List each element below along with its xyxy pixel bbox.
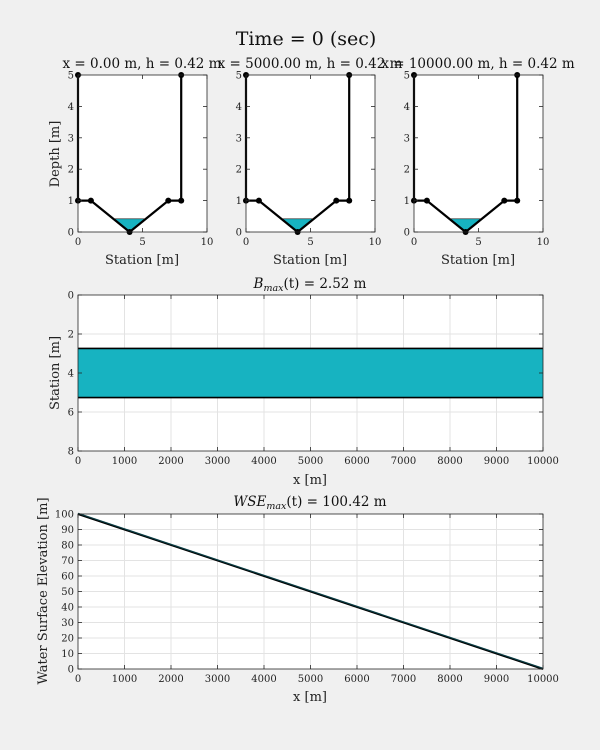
y-tick-label: 8 <box>68 447 74 458</box>
vertex-point <box>423 197 430 204</box>
x-axis-label: Station [m] <box>105 253 179 268</box>
x-axis-label: x [m] <box>293 690 327 705</box>
x-tick-label: 9000 <box>484 456 509 467</box>
y-tick-label: 1 <box>404 196 410 207</box>
vertex-point <box>165 197 172 204</box>
x-tick-label: 1000 <box>112 674 137 685</box>
vertex-point <box>255 197 262 204</box>
y-tick-label: 0 <box>68 665 74 676</box>
vertex-point <box>501 197 508 204</box>
bed-elevation-line <box>77 513 544 670</box>
x-tick-label: 5 <box>475 237 481 248</box>
x-tick-label: 7000 <box>391 456 416 467</box>
y-tick-label: 70 <box>61 556 74 567</box>
y-tick-label: 0 <box>404 228 410 239</box>
y-tick-label: 4 <box>68 369 74 380</box>
y-tick-label: 3 <box>236 133 242 144</box>
y-tick-label: 90 <box>61 525 74 536</box>
x-tick-label: 5 <box>307 237 313 248</box>
y-tick-label: 100 <box>55 510 74 521</box>
vertex-point <box>178 197 185 204</box>
y-tick-label: 1 <box>236 196 242 207</box>
width-band <box>78 348 543 398</box>
x-tick-label: 5000 <box>298 456 323 467</box>
x-tick-label: 4000 <box>251 456 276 467</box>
y-tick-label: 2 <box>68 165 74 176</box>
x-tick-label: 8000 <box>437 674 462 685</box>
cross-section-plot-1: x = 0.00 m, h = 0.42 m Depth [m] Station… <box>48 56 222 268</box>
y-tick-label: 1 <box>68 196 74 207</box>
y-tick-label: 6 <box>68 408 74 419</box>
y-tick-label: 5 <box>236 71 242 82</box>
y-tick-label: 0 <box>68 291 74 302</box>
y-tick-label: 4 <box>68 102 74 113</box>
plot-title: x = 5000.00 m, h = 0.42 m <box>218 56 403 72</box>
x-tick-label: 0 <box>75 237 81 248</box>
y-tick-label: 4 <box>236 102 242 113</box>
plot-area <box>414 75 543 232</box>
x-tick-label: 2000 <box>158 674 183 685</box>
x-tick-label: 10 <box>537 237 550 248</box>
x-tick-label: 6000 <box>344 456 369 467</box>
y-axis-label: Depth [m] <box>48 121 63 188</box>
y-tick-label: 0 <box>236 228 242 239</box>
y-tick-label: 60 <box>61 572 74 583</box>
plot-title: WSEmax(t) = 100.42 m <box>233 494 386 512</box>
cross-section-plot-3: x = 10000.00 m, h = 0.42 m Station [m] <box>381 56 575 268</box>
y-tick-label: 2 <box>68 330 74 341</box>
x-tick-label: 5 <box>139 237 145 248</box>
x-axis-label: Station [m] <box>273 253 347 268</box>
y-tick-label: 2 <box>236 165 242 176</box>
x-tick-label: 2000 <box>158 456 183 467</box>
y-tick-label: 4 <box>404 102 410 113</box>
y-tick-label: 2 <box>404 165 410 176</box>
y-tick-label: 0 <box>68 228 74 239</box>
y-tick-label: 3 <box>404 133 410 144</box>
x-tick-label: 1000 <box>112 456 137 467</box>
vertex-point <box>346 197 353 204</box>
plot-title: Bmax(t) = 2.52 m <box>253 276 367 294</box>
x-tick-label: 6000 <box>344 674 369 685</box>
figure-title: Time = 0 (sec) <box>236 28 377 50</box>
water-surface-line <box>77 512 544 669</box>
plot-title: x = 0.00 m, h = 0.42 m <box>63 56 222 72</box>
x-tick-label: 3000 <box>205 674 230 685</box>
y-tick-label: 30 <box>61 618 74 629</box>
plot-area <box>78 75 207 232</box>
plot-area <box>246 75 375 232</box>
x-tick-label: 0 <box>75 456 81 467</box>
x-axis-label: x [m] <box>293 473 327 488</box>
y-tick-label: 10 <box>61 649 74 660</box>
y-tick-label: 5 <box>404 71 410 82</box>
x-tick-label: 4000 <box>251 674 276 685</box>
x-tick-label: 3000 <box>205 456 230 467</box>
x-tick-label: 0 <box>243 237 249 248</box>
y-tick-label: 20 <box>61 634 74 645</box>
y-tick-label: 50 <box>61 587 74 598</box>
x-axis-label: Station [m] <box>441 253 515 268</box>
vertex-point <box>514 197 521 204</box>
x-tick-label: 5000 <box>298 674 323 685</box>
x-tick-label: 0 <box>75 674 81 685</box>
x-tick-label: 10 <box>201 237 214 248</box>
y-axis-label: Water Surface Elevation [m] <box>36 497 51 684</box>
x-tick-label: 9000 <box>484 674 509 685</box>
cross-section-plot-2: x = 5000.00 m, h = 0.42 m Station [m] <box>218 56 403 268</box>
x-tick-label: 10000 <box>527 674 559 685</box>
y-axis-label: Station [m] <box>48 336 63 410</box>
x-tick-label: 8000 <box>437 456 462 467</box>
x-tick-label: 0 <box>411 237 417 248</box>
y-tick-label: 80 <box>61 541 74 552</box>
plot-title: x = 10000.00 m, h = 0.42 m <box>381 56 575 72</box>
y-tick-label: 40 <box>61 603 74 614</box>
y-tick-label: 3 <box>68 133 74 144</box>
x-tick-label: 10000 <box>527 456 559 467</box>
x-tick-label: 10 <box>369 237 382 248</box>
x-tick-label: 7000 <box>391 674 416 685</box>
vertex-point <box>333 197 340 204</box>
y-tick-label: 5 <box>68 71 74 82</box>
vertex-point <box>87 197 94 204</box>
